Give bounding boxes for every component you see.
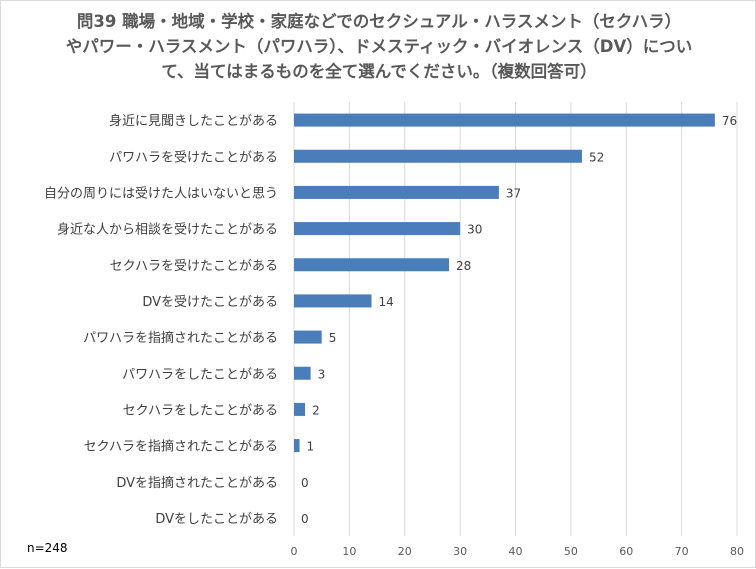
bar xyxy=(294,294,372,308)
category-label: 身近な人から相談を受けたことがある xyxy=(57,222,278,238)
data-label: 37 xyxy=(506,186,521,200)
x-tick-label: 0 xyxy=(291,545,298,558)
data-label: 2 xyxy=(312,403,320,417)
x-tick-label: 50 xyxy=(564,545,578,558)
bar xyxy=(294,113,715,127)
data-label: 3 xyxy=(318,367,326,381)
data-label: 14 xyxy=(379,295,394,309)
category-label: DVをしたことがある xyxy=(155,512,278,527)
bar xyxy=(294,258,450,272)
x-tick-label: 60 xyxy=(619,545,633,558)
x-tick-label: 80 xyxy=(730,545,744,558)
data-label: 30 xyxy=(467,223,482,237)
sample-size-note: n=248 xyxy=(27,541,68,555)
bar xyxy=(294,330,322,344)
x-tick-label: 40 xyxy=(509,545,523,558)
data-label: 5 xyxy=(329,331,337,345)
bar xyxy=(294,222,461,236)
data-label: 1 xyxy=(307,440,315,454)
category-label: 身近に見聞きしたことがある xyxy=(109,113,278,129)
data-label: 28 xyxy=(456,259,471,273)
x-tick-label: 30 xyxy=(453,545,467,558)
category-label: DVを指摘されたことがある xyxy=(116,475,278,491)
category-label: DVを受けたことがある xyxy=(142,295,278,310)
category-label: セクハラを指摘されたことがある xyxy=(84,439,278,455)
category-label: セクハラを受けたことがある xyxy=(110,259,278,274)
bar xyxy=(294,149,582,163)
chart-title: 問39 職場・地域・学校・家庭などでのセクシュアル・ハラスメント（セクハラ） や… xyxy=(65,12,693,81)
category-label: パワハラを受けたことがある xyxy=(109,150,278,165)
data-label: 0 xyxy=(301,512,309,526)
x-tick-label: 20 xyxy=(398,545,412,558)
category-label: 自分の周りには受けた人はいないと思う xyxy=(44,186,278,201)
x-tick-label: 70 xyxy=(675,545,689,558)
category-label: パワハラを指摘されたことがある xyxy=(83,330,278,346)
bar xyxy=(294,185,499,199)
bar xyxy=(294,439,300,453)
data-label: 76 xyxy=(722,114,737,128)
category-label: セクハラをしたことがある xyxy=(123,403,278,418)
bar xyxy=(294,402,306,416)
category-label: パワハラをしたことがある xyxy=(122,367,278,382)
data-label: 0 xyxy=(301,476,309,490)
bar xyxy=(294,366,311,380)
data-label: 52 xyxy=(589,150,604,164)
x-tick-label: 10 xyxy=(342,545,356,558)
